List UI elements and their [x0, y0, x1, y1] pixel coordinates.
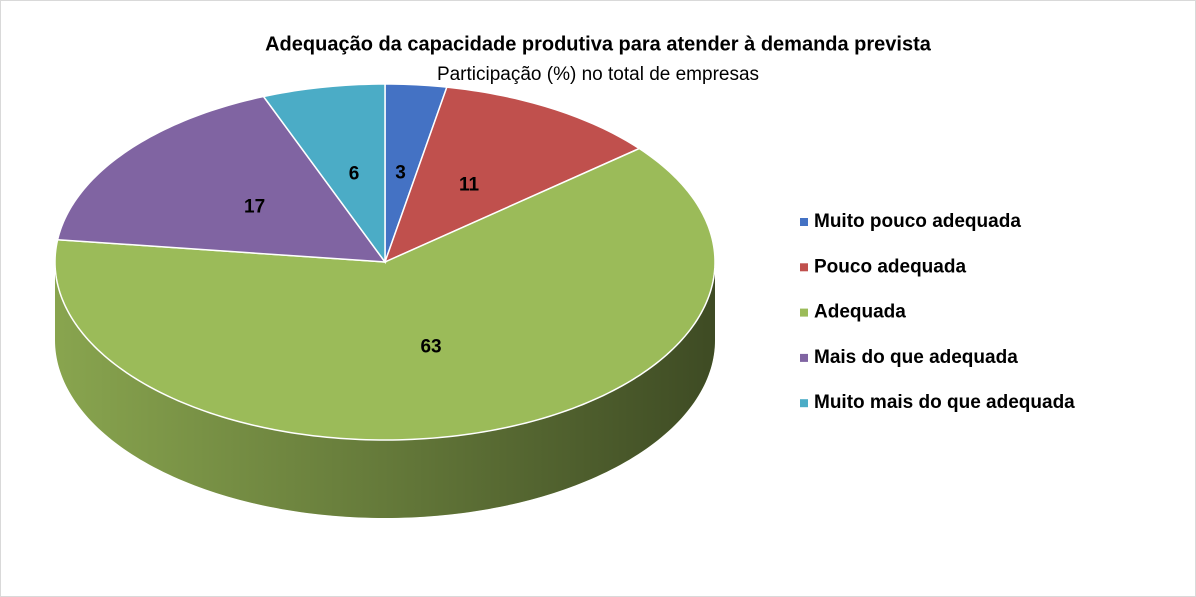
legend-swatch	[800, 399, 808, 408]
pie-side-shade	[55, 262, 715, 518]
legend-label: Muito mais do que adequada	[814, 392, 1075, 413]
legend-swatch	[800, 263, 808, 272]
data-label: 63	[420, 336, 441, 357]
chart-title: Adequação da capacidade produtiva para a…	[265, 33, 932, 55]
legend-swatch	[800, 353, 808, 362]
data-label: 17	[244, 196, 265, 217]
legend-swatch	[800, 218, 808, 226]
pie-slice	[56, 95, 387, 263]
data-label: 3	[395, 162, 406, 183]
legend-label: Pouco adequada	[814, 256, 966, 277]
legend-label: Mais do que adequada	[814, 347, 1018, 368]
legend-label: Adequada	[814, 302, 906, 323]
pie: 3 11 63 17 6	[54, 83, 716, 518]
legend: Muito pouco adequada Pouco adequada Adequa…	[800, 211, 1075, 413]
chart-subtitle: Participação (%) no total de empresas	[437, 64, 759, 85]
data-label: 11	[459, 174, 480, 195]
data-label: 6	[349, 164, 360, 185]
legend-swatch	[800, 308, 808, 317]
pie-slice	[262, 83, 386, 265]
pie-slice	[54, 147, 716, 441]
pie-slice	[383, 86, 641, 264]
legend-label: Muito pouco adequada	[814, 211, 1021, 232]
